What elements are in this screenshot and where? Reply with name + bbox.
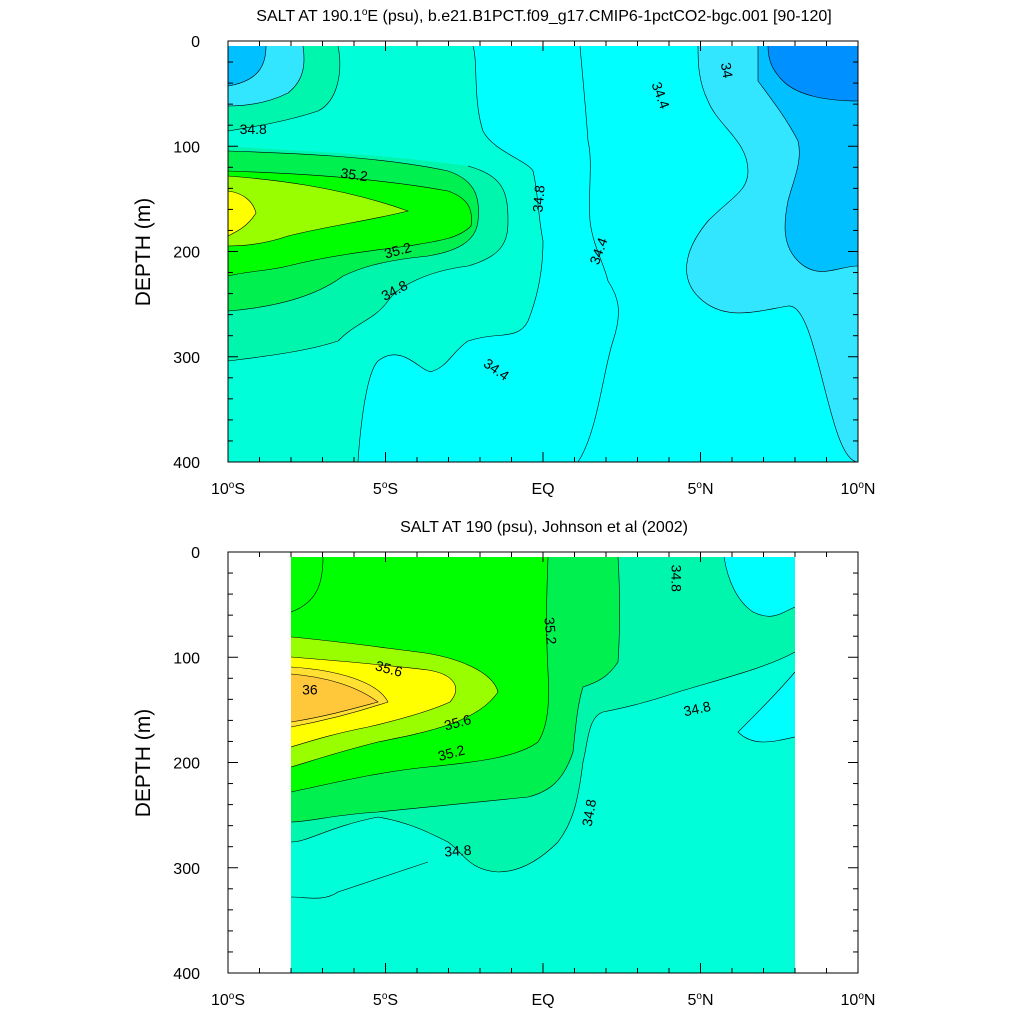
model-contour-1 xyxy=(227,150,479,222)
contour-label-34-8: 34.8 xyxy=(579,798,600,828)
contour-label-35-2: 35.2 xyxy=(383,239,414,262)
model-contour-7 xyxy=(357,45,544,463)
contour-label-35-6: 35.6 xyxy=(442,711,473,734)
contour-label-34-8: 34.8 xyxy=(529,184,547,213)
contour-label-34: 34 xyxy=(718,61,736,79)
contour-label-35-6: 35.6 xyxy=(374,657,405,680)
model-contour-2 xyxy=(227,170,472,277)
observed-contour-7 xyxy=(290,651,796,873)
contour-label-35-2: 35.2 xyxy=(340,165,369,185)
contour-label-36: 36 xyxy=(302,682,318,698)
model-contour-9 xyxy=(686,45,859,463)
x-tick-label: EQ xyxy=(531,481,554,498)
x-tick-label: 10oN xyxy=(841,480,876,498)
y-tick-label: 100 xyxy=(173,650,200,667)
observed-region-10 xyxy=(738,672,795,742)
observed-contour-2 xyxy=(290,656,456,748)
model-panel-title: SALT AT 190.1oE (psu), b.e21.B1PCT.f09_g… xyxy=(256,7,831,25)
model-contour-13 xyxy=(227,45,267,87)
observed-contour-5 xyxy=(290,556,620,823)
model-contour-lines xyxy=(227,45,859,463)
model-axis-ticks: 10oS 5oS EQ 5oN 10oN 0 100 200 300 400 xyxy=(173,34,875,498)
x-tick-label: 5oS xyxy=(373,480,398,498)
x-tick-label: EQ xyxy=(531,992,554,1009)
y-tick-label: 200 xyxy=(173,245,200,262)
model-region-12 xyxy=(768,46,858,101)
observed-salinity-fill xyxy=(228,552,858,973)
model-contour-3 xyxy=(227,190,257,237)
model-y-axis-label: DEPTH (m) xyxy=(132,198,155,307)
model-contour-10 xyxy=(757,46,859,272)
y-tick-label: 0 xyxy=(191,34,200,51)
x-tick-label: 5oN xyxy=(687,991,713,1009)
model-salinity-panel: SALT AT 190.1oE (psu), b.e21.B1PCT.f09_g… xyxy=(132,7,875,498)
model-region-6 xyxy=(228,176,408,246)
contour-label-34-8: 34.8 xyxy=(240,121,267,137)
x-tick-label: 10oS xyxy=(211,480,245,498)
observed-contour-8 xyxy=(737,671,796,743)
y-tick-label: 300 xyxy=(173,350,200,367)
contour-label-35-2: 35.2 xyxy=(436,742,467,765)
x-tick-label: 5oS xyxy=(373,991,398,1009)
y-tick-label: 100 xyxy=(173,139,200,156)
observed-contour-3 xyxy=(290,636,499,768)
observed-salinity-panel: SALT AT 190 (psu), Johnson et al (2002) … xyxy=(132,519,875,1009)
y-tick-label: 0 xyxy=(191,545,200,562)
contour-label-34-8: 34.8 xyxy=(444,842,473,860)
x-tick-label: 5oN xyxy=(687,480,713,498)
observed-region-9 xyxy=(723,557,795,617)
observed-contour-10 xyxy=(290,556,324,613)
observed-contour-0 xyxy=(290,673,379,723)
contour-label-34-8: 34.8 xyxy=(669,565,685,592)
contour-label-35-2: 35.2 xyxy=(541,617,559,646)
observed-contour-9 xyxy=(290,861,429,899)
model-region-11 xyxy=(758,46,858,272)
y-tick-label: 300 xyxy=(173,861,200,878)
observed-panel-title: SALT AT 190 (psu), Johnson et al (2002) xyxy=(400,519,688,536)
y-tick-label: 400 xyxy=(173,455,200,472)
observed-contour-1 xyxy=(290,666,389,728)
model-contour-6 xyxy=(227,165,509,362)
observed-region-8 xyxy=(291,674,378,722)
model-contour-0 xyxy=(227,45,341,132)
y-tick-label: 200 xyxy=(173,756,200,773)
observed-contour-6 xyxy=(723,556,796,617)
model-contour-8 xyxy=(577,45,619,463)
model-region-9 xyxy=(228,46,266,86)
model-contour-4 xyxy=(227,175,410,247)
observed-y-axis-label: DEPTH (m) xyxy=(132,709,155,818)
observed-contour-labels: 35.6 36 35.6 35.2 35.2 34.8 34.8 34.8 34.8 xyxy=(302,565,712,860)
model-contour-11 xyxy=(767,45,859,102)
contour-label-34-8: 34.8 xyxy=(682,698,712,719)
observed-contour-lines xyxy=(290,556,796,899)
observed-contour-4 xyxy=(290,556,549,793)
observed-axis-ticks: 10oS 5oS EQ 5oN 10oN 0 100 200 300 400 xyxy=(173,545,875,1009)
model-region-7 xyxy=(228,191,256,236)
x-tick-label: 10oS xyxy=(211,991,245,1009)
x-tick-label: 10oN xyxy=(841,991,876,1009)
model-salinity-fill xyxy=(228,41,858,462)
model-contour-12 xyxy=(227,45,305,107)
model-contour-5 xyxy=(227,220,479,312)
y-tick-label: 400 xyxy=(173,966,200,983)
